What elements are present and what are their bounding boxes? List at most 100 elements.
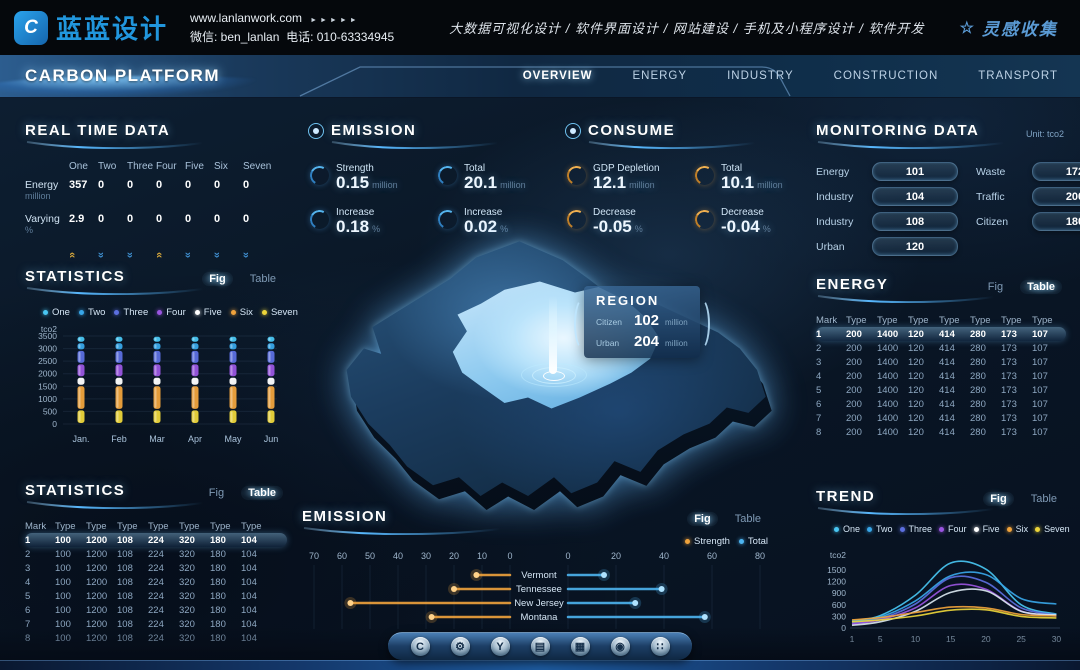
toggle-fig[interactable]: Fig — [208, 487, 225, 499]
svg-text:tco2: tco2 — [830, 550, 846, 560]
monitoring-label: Waste — [976, 165, 1006, 178]
toggle-table[interactable]: Table — [1030, 493, 1057, 505]
kpi-value: 0.18% — [336, 217, 381, 236]
table-cell: 120 — [908, 356, 924, 368]
star-icon: ☆ — [959, 19, 976, 37]
table-row[interactable]: 6 200 1400 120 414 280 173 107 — [816, 397, 1066, 411]
legend-item-seven[interactable]: Seven — [1035, 524, 1070, 534]
toggle-fig[interactable]: Fig — [687, 512, 718, 526]
legend-item-seven[interactable]: Seven — [261, 307, 298, 318]
table-row[interactable]: 3 200 1400 120 414 280 173 107 — [816, 355, 1066, 369]
collect-button[interactable]: ☆ 灵感收集 — [960, 15, 1058, 40]
table-row[interactable]: 8 200 1400 120 414 280 173 107 — [816, 425, 1066, 439]
toggle-table[interactable]: Table — [241, 486, 283, 500]
legend-item-four[interactable]: Four — [157, 307, 186, 318]
legend-dot — [114, 310, 120, 315]
legend-item-strength[interactable]: Strength — [685, 536, 730, 547]
apps-grid-icon[interactable]: ∷ — [650, 637, 670, 656]
table-cell: 180 — [210, 590, 226, 602]
toggle-fig[interactable]: Fig — [987, 281, 1004, 293]
monitoring-value-pill: 101 — [872, 162, 958, 181]
website-link[interactable]: www.lanlanwork.com — [190, 10, 303, 25]
legend-item-six[interactable]: Six — [1006, 524, 1028, 534]
table-cell: 224 — [148, 590, 164, 602]
monitoring-label: Industry — [816, 190, 854, 203]
table-cell: 108 — [117, 604, 133, 616]
svg-text:30: 30 — [421, 551, 431, 561]
trend-down-icon: « — [124, 251, 137, 259]
row-label: Energy million — [25, 179, 59, 201]
table-cell: 107 — [1032, 370, 1048, 382]
hexagon-c-icon[interactable]: C — [410, 637, 430, 656]
toggle-fig[interactable]: Fig — [202, 272, 233, 286]
lanlan-logo-text: 蓝蓝设计 — [56, 14, 169, 44]
realtime-value: 0 — [127, 213, 134, 225]
legend-item-one[interactable]: One — [834, 524, 860, 534]
legend-item-six[interactable]: Six — [230, 307, 253, 318]
nav-item-construction[interactable]: CONSTRUCTION — [833, 70, 939, 82]
table-cell: 104 — [241, 562, 257, 574]
gear-icon[interactable]: ⚙ — [450, 637, 470, 656]
toggle-table[interactable]: Table — [1020, 280, 1062, 294]
legend-item-four[interactable]: Four — [939, 524, 967, 534]
table-cell: 120 — [908, 412, 924, 424]
phone-text: 电话: 010-63334945 — [286, 29, 395, 44]
svg-text:60: 60 — [707, 551, 717, 561]
table-cell: 320 — [179, 604, 195, 616]
table-row[interactable]: 5 100 1200 108 224 320 180 104 — [25, 589, 287, 603]
legend-dot — [834, 526, 839, 532]
region-tooltip: REGION Citizen 102 million Urban 204 million — [574, 286, 710, 358]
legend-item-five[interactable]: Five — [194, 307, 222, 318]
nav-item-overview[interactable]: OVERVIEW — [522, 70, 593, 82]
nav-item-transport[interactable]: TRANSPORT — [978, 70, 1058, 82]
monitoring-value-pill: 180 — [1032, 212, 1080, 231]
table-row[interactable]: 7 100 1200 108 224 320 180 104 — [25, 617, 287, 631]
table-row[interactable]: 5 200 1400 120 414 280 173 107 — [816, 383, 1066, 397]
legend-item-one[interactable]: One — [43, 307, 70, 318]
table-cell: 1400 — [877, 426, 899, 438]
kiosk-icon[interactable]: ▤ — [530, 637, 550, 656]
legend-item-two[interactable]: Two — [78, 307, 105, 318]
table-cell: 120 — [908, 328, 924, 340]
table-row[interactable]: 6 100 1200 108 224 320 180 104 — [25, 603, 287, 617]
realtime-value: 0 — [156, 213, 163, 225]
toggle-table[interactable]: Table — [249, 273, 276, 285]
table-cell: 200 — [846, 370, 862, 382]
table-row[interactable]: 4 200 1400 120 414 280 173 107 — [816, 369, 1066, 383]
table-cell: 280 — [970, 328, 986, 340]
kpi-item: Decrease -0.05% — [564, 207, 695, 238]
toggle-fig[interactable]: Fig — [983, 492, 1014, 506]
table-row[interactable]: 2 200 1400 120 414 280 173 107 — [816, 341, 1066, 355]
table-cell: 104 — [241, 534, 257, 546]
nut-icon[interactable]: ◉ — [610, 637, 630, 656]
table-cell: 1400 — [877, 370, 899, 382]
legend-item-three[interactable]: Three — [899, 524, 932, 534]
tooltip-bracket-right — [692, 298, 710, 350]
table-cell: 180 — [210, 548, 226, 560]
circle-y-icon[interactable]: Y — [490, 637, 510, 656]
board-chart-icon[interactable]: ▦ — [570, 637, 590, 656]
table-row[interactable]: 3 100 1200 108 224 320 180 104 — [25, 561, 287, 575]
nav-item-industry[interactable]: INDUSTRY — [727, 70, 794, 82]
panel-title: EMISSION — [302, 508, 388, 525]
legend-item-two[interactable]: Two — [867, 524, 893, 534]
toggle-table[interactable]: Table — [734, 513, 761, 525]
kpi-value: 0.02% — [464, 217, 509, 236]
legend-item-total[interactable]: Total — [738, 536, 768, 547]
table-row[interactable]: 7 200 1400 120 414 280 173 107 — [816, 411, 1066, 425]
table-row[interactable]: 1 100 1200 108 224 320 180 104 — [25, 533, 287, 547]
table-row[interactable]: 4 100 1200 108 224 320 180 104 — [25, 575, 287, 589]
table-cell: 414 — [939, 342, 955, 354]
trend-series-five — [851, 588, 1057, 627]
table-row[interactable]: 1 200 1400 120 414 280 173 107 — [816, 327, 1066, 341]
table-row[interactable]: 2 100 1200 108 224 320 180 104 — [25, 547, 287, 561]
table-cell: 180 — [210, 534, 226, 546]
emission-kpi-panel: EMISSION Strength 0.15 million Total 20.1 mil… — [307, 122, 558, 238]
table-cell: 108 — [117, 534, 133, 546]
nav-item-energy[interactable]: ENERGY — [632, 70, 688, 82]
table-cell: 173 — [1001, 426, 1017, 438]
legend-item-five[interactable]: Five — [973, 524, 1000, 534]
kpi-item: GDP Depletion 12.1 million — [564, 163, 695, 194]
legend-item-three[interactable]: Three — [114, 307, 148, 318]
